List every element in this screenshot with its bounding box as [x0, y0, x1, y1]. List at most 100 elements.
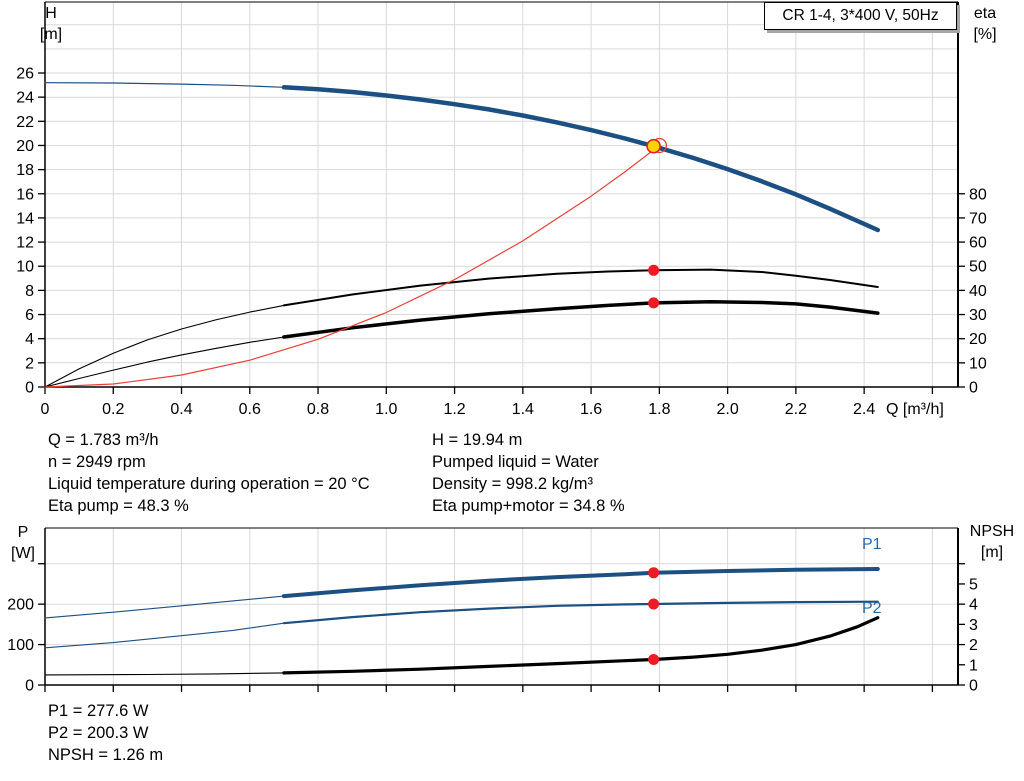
- flow-axis-title: Q [m³/h]: [886, 401, 944, 419]
- info-line-p1: P1 = 277.6 W: [48, 702, 149, 720]
- info-line-eta-pump-motor: Eta pump+motor = 34.8 %: [432, 497, 625, 515]
- npsh-curve-lead: [44, 672, 285, 676]
- y-left-tick-label: 24: [16, 90, 34, 107]
- gridlines: [45, 2, 958, 387]
- y-right-tick-label: 0: [969, 380, 978, 397]
- eta-pump-curve: [282, 268, 879, 307]
- eta-axis-title-symbol: eta: [973, 5, 997, 22]
- duty-point: [646, 138, 661, 154]
- x-tick-label: 1.8: [648, 401, 670, 418]
- npsh-axis-title: NPSH [m]: [960, 521, 1024, 563]
- x-tick-label: 0.2: [102, 401, 124, 418]
- x-tick-label: 2.2: [785, 401, 807, 418]
- y-right-tick-label: 40: [969, 283, 987, 300]
- y-right-tick-label: 80: [969, 186, 987, 203]
- head-efficiency-chart: 0246810121416182022242601020304050607080…: [16, 1, 987, 418]
- p2-curve-lead: [44, 622, 285, 649]
- p1-curve: [281, 567, 880, 599]
- x-tick-label: 0.6: [239, 401, 261, 418]
- eta-axis-title: eta [%]: [963, 3, 1007, 45]
- tick-labels: 0246810121416182022242601020304050607080…: [16, 66, 987, 418]
- info-line-speed: n = 2949 rpm: [48, 453, 146, 471]
- p2-curve-label: P2: [862, 600, 882, 617]
- y-left-tick-label: 10: [16, 259, 34, 276]
- y-left-tick-label: 200: [7, 597, 34, 614]
- y-right-tick-label: 0: [969, 678, 978, 695]
- y-left-tick-label: 0: [25, 678, 34, 695]
- eta-pump-point: [648, 264, 660, 276]
- y-right-tick-label: 2: [969, 637, 978, 654]
- head-axis-title-symbol: H: [45, 5, 57, 22]
- p1-curve-label: P1: [862, 536, 882, 553]
- info-line-density: Density = 998.2 kg/m³: [432, 475, 593, 493]
- y-left-tick-label: 18: [16, 162, 34, 179]
- head-curve: [281, 85, 881, 233]
- y-right-tick-label: 60: [969, 235, 987, 252]
- eta-pump-curve-lead: [44, 304, 285, 388]
- y-right-tick-label: 5: [969, 576, 978, 593]
- eta-pump-motor-point: [648, 297, 660, 309]
- y-right-tick-label: 50: [969, 259, 987, 276]
- pump-model-label: CR 1-4, 3*400 V, 50Hz: [782, 7, 939, 24]
- y-left-tick-label: 26: [16, 66, 34, 83]
- head-axis-title-unit: [m]: [39, 26, 63, 43]
- tick-marks: [38, 72, 965, 394]
- system-curve: [44, 144, 661, 388]
- head-axis-title: H [m]: [33, 3, 69, 45]
- info-line-npsh: NPSH = 1.26 m: [48, 746, 164, 764]
- power-info: P1 = 277.6 W P2 = 200.3 W NPSH = 1.26 m: [48, 700, 163, 766]
- head-curve-lead: [44, 82, 285, 88]
- y-left-tick-label: 14: [16, 210, 34, 227]
- p2-curve: [282, 600, 879, 625]
- y-left-tick-label: 4: [25, 331, 34, 348]
- eta-pump-motor-curve-lead: [44, 336, 285, 388]
- info-line-p2: P2 = 200.3 W: [48, 724, 149, 742]
- p1-curve-lead: [44, 595, 285, 619]
- tick-marks: [38, 563, 965, 692]
- info-line-liquid: Pumped liquid = Water: [432, 453, 599, 471]
- info-line-head: H = 19.94 m: [432, 431, 523, 449]
- x-tick-label: 1.6: [580, 401, 602, 418]
- y-right-tick-label: 10: [969, 355, 987, 372]
- y-left-tick-label: 0: [25, 380, 34, 397]
- x-tick-label: 2.4: [853, 401, 875, 418]
- npsh-point: [648, 654, 660, 665]
- pump-model-box: CR 1-4, 3*400 V, 50Hz: [764, 2, 957, 30]
- power-axis-title-symbol: P: [17, 524, 29, 541]
- x-tick-label: 1.0: [375, 401, 397, 418]
- y-right-tick-label: 4: [969, 597, 978, 614]
- y-left-tick-label: 2: [25, 355, 34, 372]
- npsh-axis-title-symbol: NPSH: [969, 523, 1015, 540]
- y-left-tick-label: 8: [25, 283, 34, 300]
- y-left-tick-label: 20: [16, 138, 34, 155]
- y-right-tick-label: 1: [969, 657, 978, 674]
- operating-info-left: Q = 1.783 m³/h n = 2949 rpm Liquid tempe…: [48, 429, 370, 517]
- axes-frame: [44, 527, 959, 686]
- info-line-eta-pump: Eta pump = 48.3 %: [48, 497, 189, 515]
- p1-point: [648, 567, 660, 579]
- y-left-tick-label: 16: [16, 186, 34, 203]
- tick-labels: 0 100 200 0 1 2 3 4 5: [7, 576, 978, 694]
- gridlines: [45, 528, 958, 685]
- eta-axis-title-unit: [%]: [973, 26, 997, 43]
- info-line-q: Q = 1.783 m³/h: [48, 431, 159, 449]
- y-right-tick-label: 30: [969, 307, 987, 324]
- x-tick-label: 2.0: [716, 401, 738, 418]
- x-tick-label: 0.8: [307, 401, 329, 418]
- y-left-tick-label: 22: [16, 114, 34, 131]
- x-tick-label: 0.4: [170, 401, 192, 418]
- y-left-tick-label: 100: [7, 637, 34, 654]
- y-right-tick-label: 20: [969, 331, 987, 348]
- x-tick-label: 0: [41, 401, 50, 418]
- x-tick-label: 1.2: [443, 401, 465, 418]
- power-axis-title-unit: [W]: [11, 545, 35, 562]
- x-tick-label: 1.4: [512, 401, 534, 418]
- info-line-temperature: Liquid temperature during operation = 20…: [48, 475, 370, 493]
- y-left-tick-label: 6: [25, 307, 34, 324]
- y-right-tick-label: 3: [969, 617, 978, 634]
- power-npsh-chart: 0 100 200 0 1 2 3 4 5: [7, 527, 978, 695]
- npsh-axis-title-unit: [m]: [980, 544, 1004, 561]
- eta-pump-motor-curve: [282, 299, 880, 339]
